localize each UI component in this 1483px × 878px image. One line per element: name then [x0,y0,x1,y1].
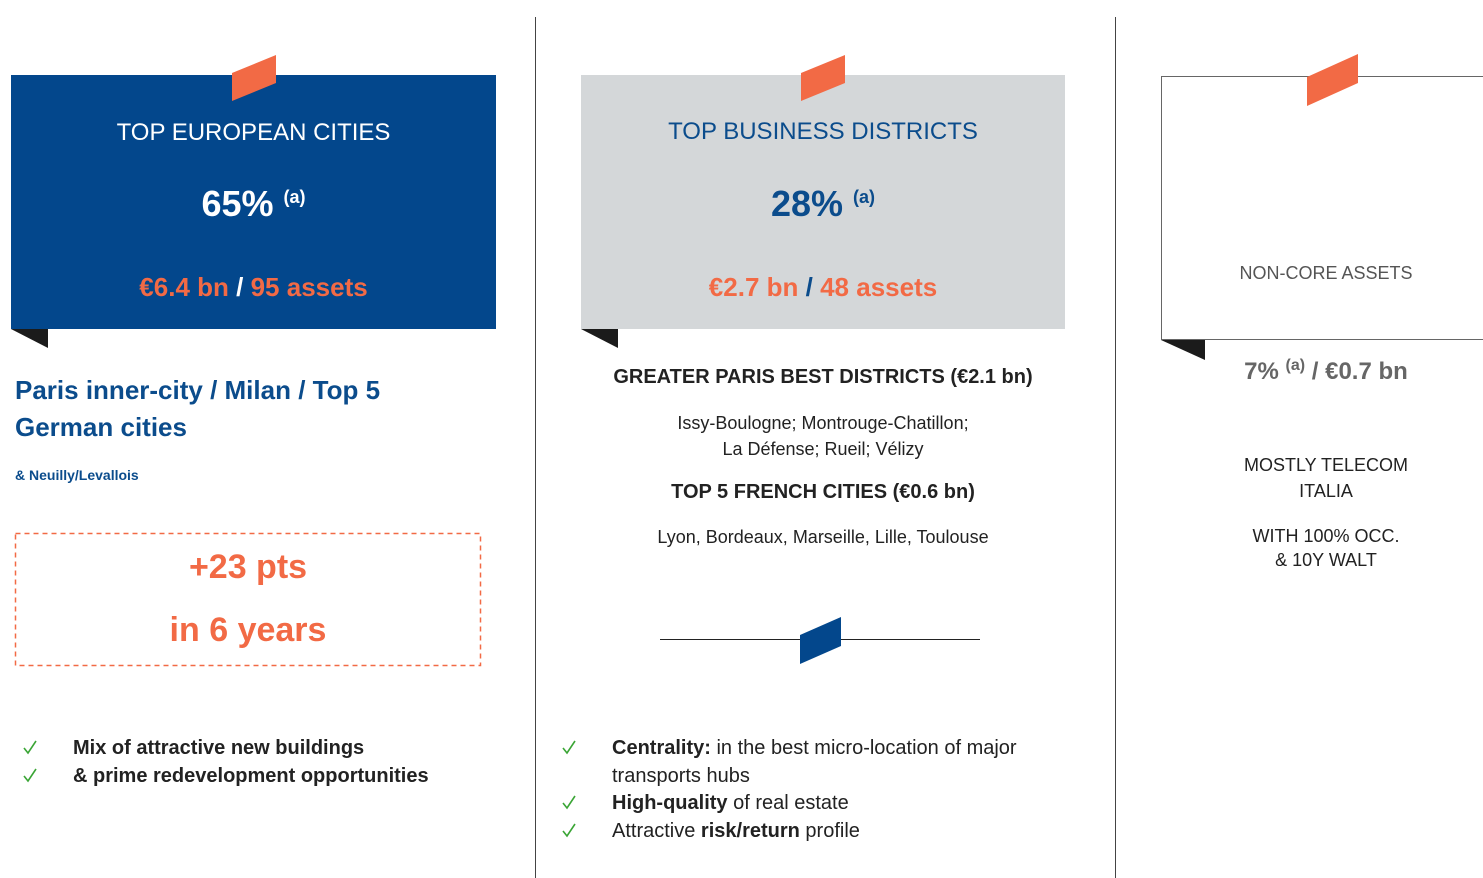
fold [11,329,48,348]
orange-tab [1307,54,1358,106]
assets: 48 assets [820,272,938,302]
detail-line: ITALIA [1299,481,1353,501]
column-header: NON-CORE ASSETS [1239,263,1413,283]
section-line: Issy-Boulogne; Montrouge-Chatillon; [677,413,969,433]
share: 7% (a) / €0.7 bn [1161,350,1483,388]
bullet: Attractive risk/return profile [562,818,1037,846]
bullet-text: risk/return [700,819,800,842]
check-mark [562,795,576,810]
highlight: in 6 years [169,611,327,649]
check-icon [562,740,576,755]
check-icon [23,768,37,782]
assets: 95 assets [250,272,368,302]
separator: / [1311,358,1319,385]
white-box [1161,76,1483,340]
bullet-text: in the best micro-location of major tran… [612,737,1023,787]
bullet-list: Centrality: in the best micro-location o… [562,735,1037,846]
check-mark [23,768,37,782]
section-title: TOP 5 FRENCH CITIES (€0.6 bn) [671,481,975,503]
amount: €2.7 bn [708,272,799,302]
footnote-ref: (a) [853,187,876,207]
column-header: TOP BUSINESS DISTRICTS [668,118,978,145]
section-line: La Défense; Rueil; Vélizy [722,439,924,459]
amount: €0.7 bn [1325,358,1408,385]
detail-line: & 10Y WALT [1275,550,1377,570]
bullet-text: High-quality [612,792,728,814]
check-icon [23,740,37,755]
bullet-text: of real estate [727,792,849,814]
bullet: High-quality of real estate [562,790,1037,818]
share-value: 65% [201,183,274,224]
blue-box [11,75,496,329]
footnote-ref: (a) [1285,357,1306,374]
fold [1161,340,1205,360]
share-value: 7% [1244,358,1279,385]
orange-tab [232,55,276,101]
bullet-text: Mix of attractive new buildings [73,737,365,759]
fold [581,329,618,348]
amount: €6.4 bn [139,272,229,302]
check-icon [562,823,576,837]
grey-box [581,75,1065,329]
section-title: GREATER PARIS BEST DISTRICTS (€2.1 bn) [613,366,1033,388]
section-line: Lyon, Bordeaux, Marseille, Lille, Toulou… [657,527,989,547]
highlight: +23 pts [188,548,308,586]
subnote: & Neuilly/Levallois [15,467,139,483]
bullet: Mix of attractive new buildings [23,735,518,763]
bullet-text: & prime redevelopment opportunities [73,764,429,787]
share: 65% (a) [11,175,496,226]
column-header: TOP EUROPEAN CITIES [116,119,391,146]
footnote-ref: (a) [283,187,306,207]
dashed-box [14,532,482,667]
orange-tab [801,55,845,101]
bullet: Centrality: in the best micro-location o… [562,735,1037,790]
amount-line: €6.4 bn / 95 assets [11,271,496,303]
blue-tab [800,617,841,664]
share: 28% (a) [581,175,1065,226]
bullet-text: profile [799,819,860,842]
bullet-text: Centrality: [612,737,711,759]
check-mark [562,740,576,755]
bullet: & prime redevelopment opportunities [23,763,518,791]
subtitle: Paris inner-city / Milan / Top 5 German … [15,375,381,442]
bullet-text: Attractive [612,819,701,842]
check-icon [562,795,576,810]
check-mark [23,740,37,755]
detail-line: WITH 100% OCC. [1252,526,1400,546]
detail-line: MOSTLY TELECOM [1243,455,1409,475]
bullet-list: Mix of attractive new buildings & prime r… [23,735,518,791]
share-value: 28% [770,183,844,224]
separator: / [236,272,244,302]
amount-line: €2.7 bn / 48 assets [581,271,1065,303]
separator: / [805,272,813,302]
check-mark [562,823,576,837]
